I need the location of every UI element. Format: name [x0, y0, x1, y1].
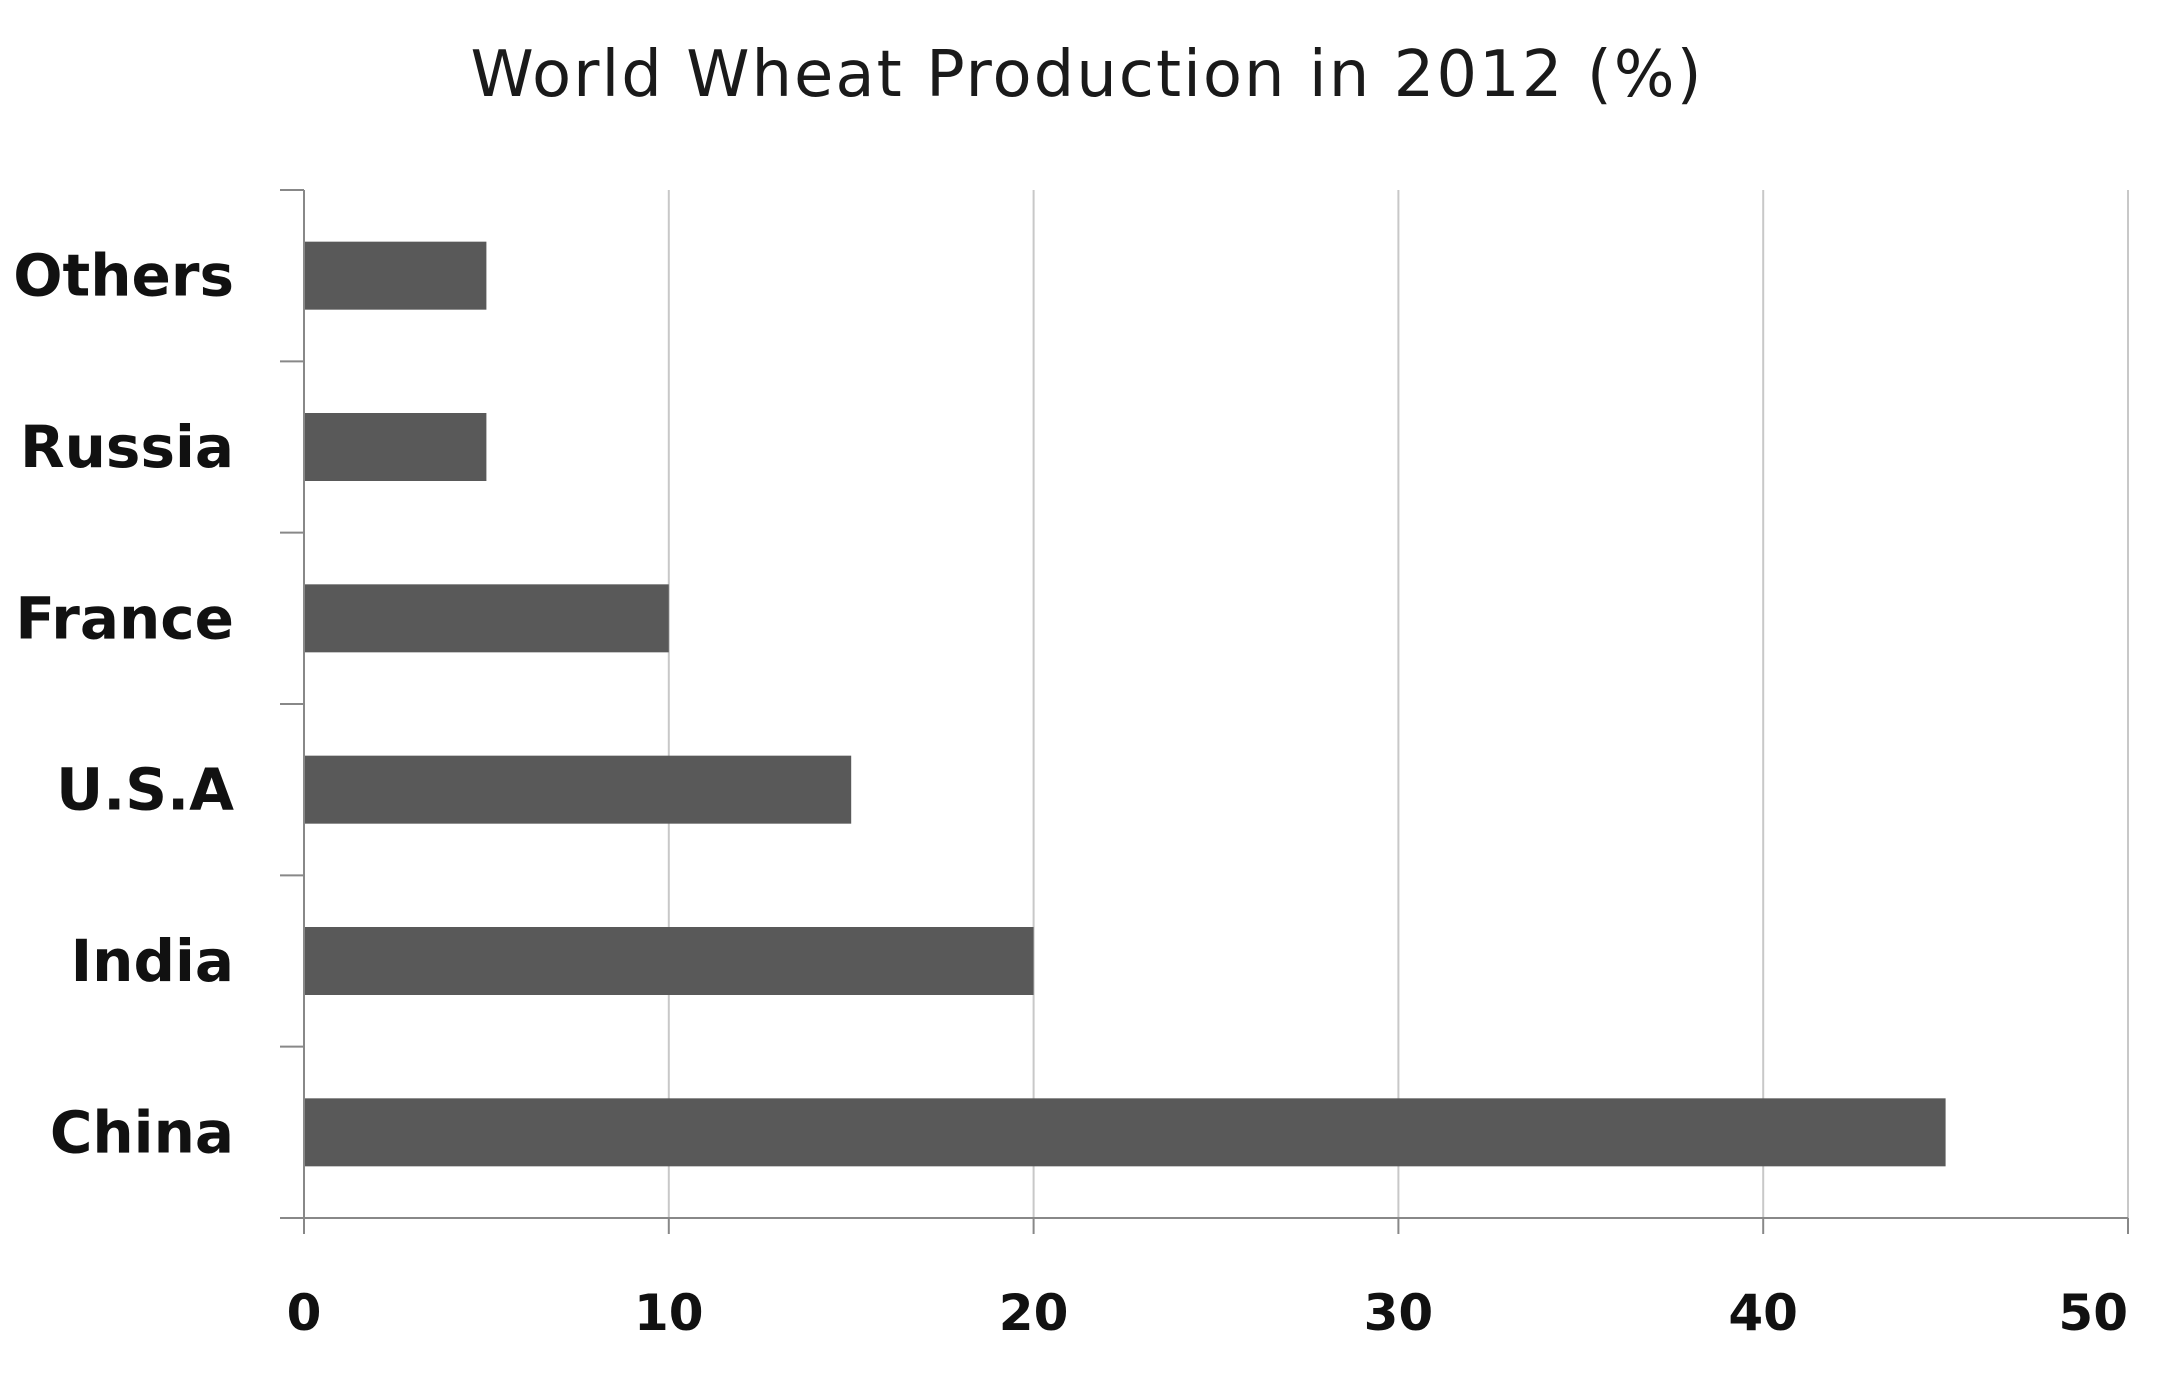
- axes: [280, 189, 2129, 1234]
- bar-russia: [304, 413, 487, 481]
- category-label-india: India: [71, 927, 234, 995]
- x-tick-label-30: 30: [1364, 1284, 1434, 1342]
- bar-france: [304, 584, 669, 653]
- category-label-others: Others: [13, 242, 234, 310]
- bar-china: [304, 1098, 1946, 1167]
- grid-lines: [667, 190, 2129, 1218]
- tick-labels: Others Russia France U.S.A India China 0 10 20 30…: [13, 242, 2128, 1342]
- category-label-france: France: [15, 584, 234, 652]
- bars: [304, 241, 1946, 1167]
- bar-india: [304, 927, 1034, 995]
- bar-others: [304, 241, 487, 310]
- category-label-russia: Russia: [20, 413, 234, 481]
- x-tick-label-40: 40: [1728, 1284, 1798, 1342]
- x-tick-label-0: 0: [287, 1284, 322, 1342]
- x-tick-label-20: 20: [999, 1284, 1069, 1342]
- chart-title: World Wheat Production in 2012 (%): [470, 38, 1704, 112]
- category-label-china: China: [50, 1098, 234, 1166]
- bar-u-s-a: [304, 755, 852, 824]
- x-tick-label-50: 50: [2058, 1284, 2128, 1342]
- category-label-u-s-a: U.S.A: [56, 756, 234, 824]
- x-tick-label-10: 10: [634, 1284, 704, 1342]
